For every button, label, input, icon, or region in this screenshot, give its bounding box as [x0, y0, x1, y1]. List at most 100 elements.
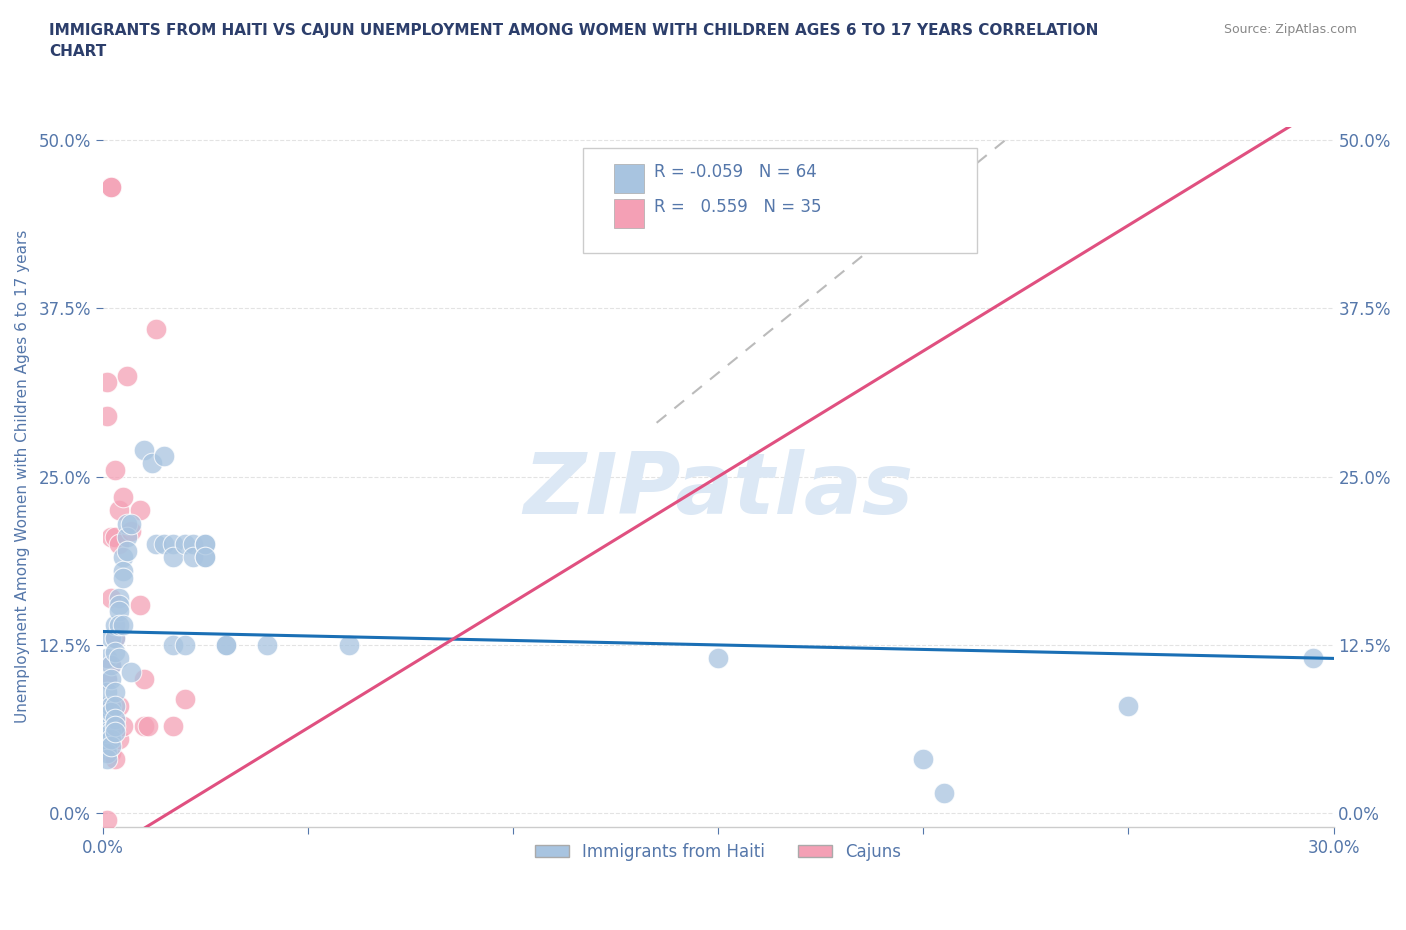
Text: Source: ZipAtlas.com: Source: ZipAtlas.com [1223, 23, 1357, 36]
Point [96, 408, 118, 423]
Point [104, 718, 127, 733]
Point [128, 597, 150, 612]
Point [100, 530, 122, 545]
Y-axis label: Unemployment Among Women with Children Ages 6 to 17 years: Unemployment Among Women with Children A… [15, 230, 30, 724]
Point [132, 718, 155, 733]
Point [100, 671, 122, 686]
Point [96, 745, 118, 760]
Point [100, 179, 122, 194]
Point [194, 537, 217, 551]
Point [96, 813, 118, 828]
Point [96, 752, 118, 767]
Point [104, 711, 127, 726]
Point [912, 752, 935, 767]
Point [104, 718, 127, 733]
Point [173, 537, 195, 551]
Point [100, 631, 122, 645]
Point [153, 537, 176, 551]
Point [132, 671, 155, 686]
Point [104, 631, 127, 645]
Point [100, 725, 122, 740]
Point [194, 537, 217, 551]
Point [104, 698, 127, 713]
Point [108, 503, 131, 518]
Bar [613, 199, 644, 228]
Point [96, 651, 118, 666]
Point [100, 745, 122, 760]
Point [96, 725, 118, 740]
Point [128, 503, 150, 518]
Point [141, 456, 163, 471]
Point [117, 530, 139, 545]
Text: R =   0.559   N = 35: R = 0.559 N = 35 [654, 198, 821, 216]
Point [96, 698, 118, 713]
Point [112, 718, 135, 733]
Point [96, 711, 118, 726]
Point [707, 651, 730, 666]
Point [108, 597, 131, 612]
Point [117, 368, 139, 383]
Point [153, 449, 176, 464]
Point [100, 179, 122, 194]
Point [932, 786, 955, 801]
Point [104, 530, 127, 545]
Point [104, 684, 127, 699]
Point [162, 550, 184, 565]
Point [121, 516, 143, 531]
Point [96, 738, 118, 753]
Point [173, 637, 195, 652]
Point [145, 537, 167, 551]
Point [104, 644, 127, 659]
Point [181, 550, 204, 565]
Bar [613, 164, 644, 193]
Point [96, 698, 118, 713]
Point [173, 691, 195, 706]
Point [215, 637, 238, 652]
Point [108, 591, 131, 605]
Point [145, 321, 167, 336]
Point [121, 523, 143, 538]
Point [104, 718, 127, 733]
Point [108, 537, 131, 551]
Point [96, 671, 118, 686]
Point [121, 664, 143, 679]
Point [117, 543, 139, 558]
Point [104, 462, 127, 477]
Point [100, 705, 122, 720]
Point [1302, 651, 1324, 666]
Point [108, 618, 131, 632]
Point [162, 637, 184, 652]
Point [1118, 698, 1140, 713]
Point [194, 550, 217, 565]
Point [108, 651, 131, 666]
Point [104, 752, 127, 767]
Point [100, 738, 122, 753]
Point [100, 698, 122, 713]
Point [96, 725, 118, 740]
Text: IMMIGRANTS FROM HAITI VS CAJUN UNEMPLOYMENT AMONG WOMEN WITH CHILDREN AGES 6 TO : IMMIGRANTS FROM HAITI VS CAJUN UNEMPLOYM… [49, 23, 1098, 60]
Text: R = -0.059   N = 64: R = -0.059 N = 64 [654, 163, 817, 181]
Point [136, 718, 159, 733]
Point [112, 618, 135, 632]
Point [100, 591, 122, 605]
Point [104, 631, 127, 645]
Text: ZIPatlas: ZIPatlas [523, 449, 914, 532]
Point [112, 489, 135, 504]
Point [162, 537, 184, 551]
Point [132, 443, 155, 458]
Point [117, 516, 139, 531]
Point [96, 718, 118, 733]
Point [100, 732, 122, 747]
Point [108, 604, 131, 618]
Point [96, 732, 118, 747]
Point [215, 637, 238, 652]
Point [96, 671, 118, 686]
Point [104, 618, 127, 632]
Point [194, 550, 217, 565]
Point [108, 698, 131, 713]
Point [162, 718, 184, 733]
Point [256, 637, 278, 652]
Point [96, 375, 118, 390]
Legend: Immigrants from Haiti, Cajuns: Immigrants from Haiti, Cajuns [529, 836, 908, 868]
Point [100, 658, 122, 672]
